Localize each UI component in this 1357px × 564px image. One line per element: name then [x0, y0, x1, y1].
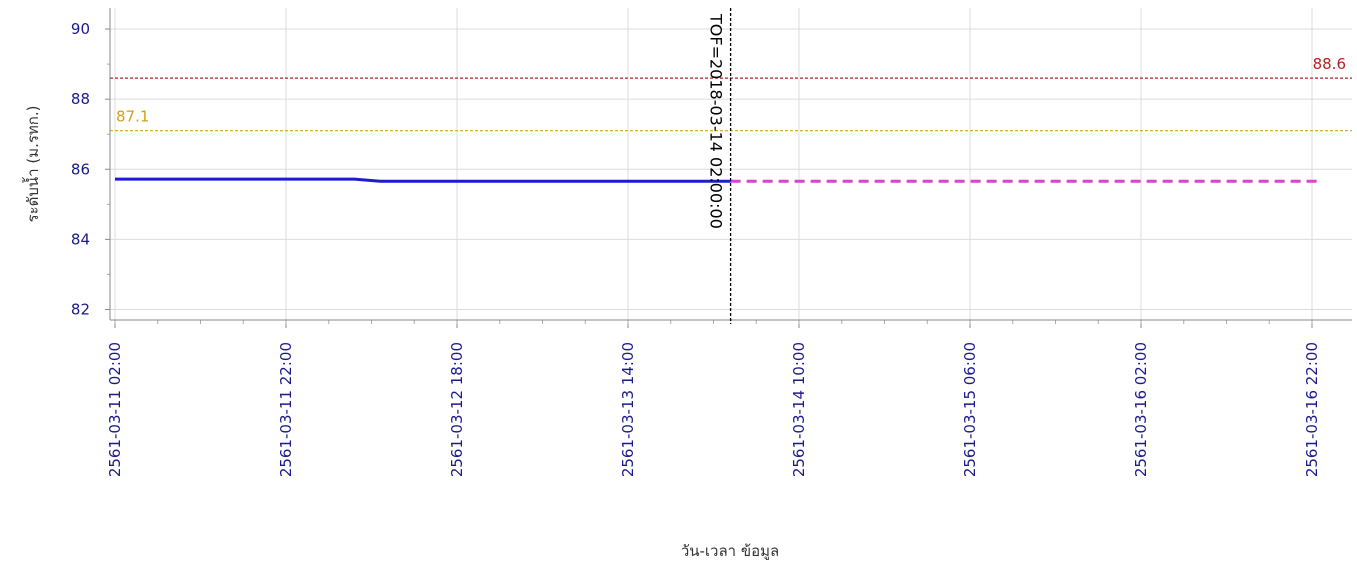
markers: TOF=2018-03-14 02:00:00 — [707, 8, 732, 324]
x-tick-labels: 2561-03-11 02:00 2561-03-11 22:00 2561-03-… — [106, 342, 1321, 477]
y-tick-label: 86 — [71, 160, 90, 178]
series-line — [115, 177, 731, 183]
y-tick-label: 88 — [71, 90, 90, 108]
x-tick-label: 2561-03-15 06:00 — [961, 342, 979, 477]
y-tick-label: 90 — [71, 20, 90, 38]
x-tick-label: 2561-03-16 02:00 — [1132, 342, 1150, 477]
x-tick-label: 2561-03-16 22:00 — [1303, 342, 1321, 477]
x-tick-label: 2561-03-12 18:00 — [448, 342, 466, 477]
y-tick-label: 82 — [71, 300, 90, 318]
x-tick-label: 2561-03-11 02:00 — [106, 342, 124, 477]
tof-marker-label: TOF=2018-03-14 02:00:00 — [707, 13, 726, 229]
y-tick-labels: 82 84 86 88 90 — [71, 20, 90, 318]
threshold-label: 87.1 — [116, 108, 149, 126]
threshold-label: 88.6 — [1313, 55, 1346, 73]
axes — [105, 8, 1352, 328]
series — [115, 177, 1321, 183]
y-axis-label: ระดับน้ำ (ม.รทก.) — [22, 106, 42, 223]
x-tick-label: 2561-03-13 14:00 — [619, 342, 637, 477]
x-tick-label: 2561-03-14 10:00 — [790, 342, 808, 477]
x-axis-label: วัน-เวลา ข้อมูล — [681, 542, 779, 560]
x-tick-label: 2561-03-11 22:00 — [277, 342, 295, 477]
y-tick-label: 84 — [71, 230, 90, 248]
